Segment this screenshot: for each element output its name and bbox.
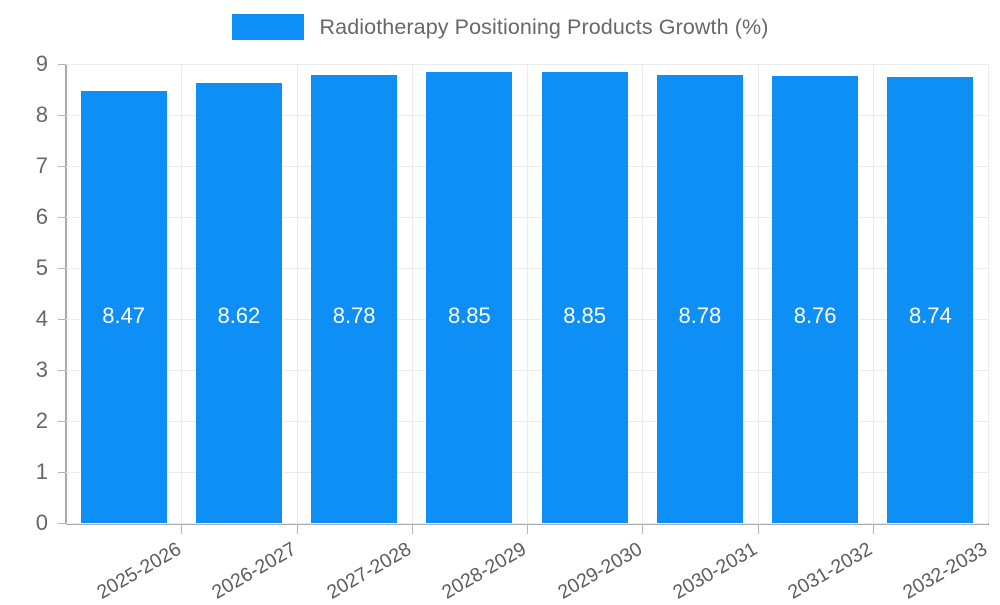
y-axis-tick-label: 9: [35, 51, 48, 76]
bar[interactable]: 8.78: [311, 75, 398, 523]
bar[interactable]: 8.76: [772, 76, 859, 523]
y-axis-tick-label: 7: [35, 153, 48, 178]
y-tick-mark: [58, 217, 66, 218]
x-axis-tick-label: 2028-2029: [438, 538, 531, 604]
gridline-vertical: [297, 64, 298, 523]
x-tick-mark: [642, 525, 643, 534]
bar-value-label: 8.78: [678, 303, 722, 328]
y-axis-tick-label: 4: [35, 306, 48, 331]
y-axis-line: [65, 64, 67, 524]
gridline-vertical: [527, 64, 528, 523]
gridline-horizontal: [66, 523, 988, 524]
y-tick-mark: [58, 421, 66, 422]
y-tick-mark: [58, 64, 66, 65]
bar-value-label: 8.76: [793, 303, 837, 328]
y-axis-tick-label: 2: [35, 408, 48, 433]
y-tick-mark: [58, 472, 66, 473]
x-tick-mark: [297, 525, 298, 534]
gridline-vertical: [412, 64, 413, 523]
x-axis-tick-label: 2029-2030: [553, 538, 646, 604]
x-axis-tick-label: 2032-2033: [899, 538, 992, 604]
gridline-vertical: [873, 64, 874, 523]
y-tick-mark: [58, 523, 66, 524]
x-tick-mark: [181, 525, 182, 534]
x-axis-tick-label: 2031-2032: [784, 538, 877, 604]
x-tick-mark: [412, 525, 413, 534]
x-tick-mark: [527, 525, 528, 534]
y-tick-mark: [58, 166, 66, 167]
y-axis-tick-label: 5: [35, 255, 48, 280]
x-tick-mark: [873, 525, 874, 534]
y-tick-mark: [58, 268, 66, 269]
bar[interactable]: 8.74: [887, 77, 974, 523]
bar-value-label: 8.62: [217, 303, 261, 328]
bar-value-label: 8.85: [563, 303, 607, 328]
bar[interactable]: 8.47: [80, 91, 167, 523]
legend-swatch-radiotherapy-growth: [231, 14, 304, 40]
y-axis-tick-label: 1: [35, 459, 48, 484]
bar[interactable]: 8.62: [195, 83, 282, 523]
x-axis-line: [66, 523, 989, 525]
gridline-vertical: [181, 64, 182, 523]
x-tick-mark: [758, 525, 759, 534]
gridline-vertical: [988, 64, 989, 523]
chart-legend: Radiotherapy Positioning Products Growth…: [0, 14, 1000, 40]
gridline-vertical: [758, 64, 759, 523]
bar[interactable]: 8.78: [656, 75, 743, 523]
x-axis-tick-label: 2026-2027: [208, 538, 300, 604]
bar[interactable]: 8.85: [426, 71, 513, 523]
y-tick-mark: [58, 115, 66, 116]
y-axis-tick-label: 0: [35, 510, 48, 535]
plot-area: 8.47 8.62 8.78 8.85 8.85 8.78 8.76 8.74: [66, 64, 989, 524]
legend-label-radiotherapy-growth: Radiotherapy Positioning Products Growth…: [319, 14, 769, 39]
gridline-vertical: [642, 64, 643, 523]
bar-value-label: 8.85: [447, 303, 491, 328]
y-tick-mark: [58, 370, 66, 371]
bar-value-label: 8.47: [102, 303, 146, 328]
y-axis-tick-label: 3: [35, 357, 48, 382]
bar-value-label: 8.74: [908, 303, 952, 328]
y-axis-tick-label: 8: [35, 102, 48, 127]
x-axis-tick-label: 2027-2028: [323, 538, 416, 604]
bar[interactable]: 8.85: [541, 71, 628, 523]
x-axis-tick-label: 2025-2026: [92, 538, 185, 604]
x-axis-tick-label: 2030-2031: [669, 538, 761, 604]
bar-value-label: 8.78: [332, 303, 376, 328]
y-axis-tick-label: 6: [35, 204, 48, 229]
y-tick-mark: [58, 319, 66, 320]
